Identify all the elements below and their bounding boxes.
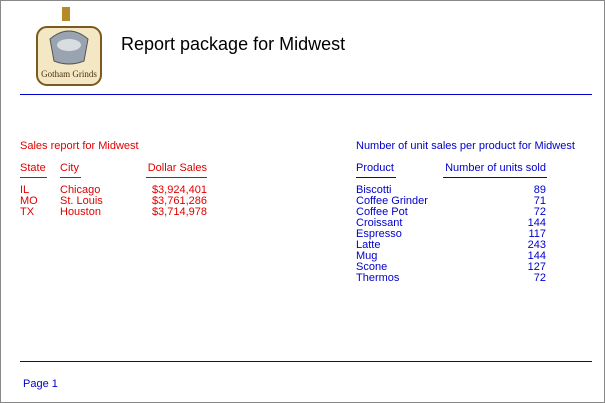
- logo-text: Gotham Grinds: [41, 69, 97, 79]
- header-underline: [146, 177, 207, 178]
- table-cell: Mug: [356, 250, 378, 262]
- table-cell: Espresso: [356, 228, 402, 240]
- table-cell: 144: [527, 250, 546, 262]
- table-cell: Biscotti: [356, 184, 392, 196]
- report-title: Report package for Midwest: [121, 34, 346, 54]
- section-title: Sales report for Midwest: [20, 140, 139, 152]
- header-underline: [60, 177, 81, 178]
- table-cell: Latte: [356, 239, 381, 251]
- table-cell: Croissant: [356, 217, 403, 229]
- page-number: Page 1: [23, 378, 58, 390]
- column-header: State: [20, 162, 46, 174]
- table-cell: TX: [20, 206, 35, 218]
- table-cell: $3,924,401: [151, 184, 207, 196]
- table-cell: 144: [527, 217, 546, 229]
- header-underline: [20, 177, 47, 178]
- table-cell: Coffee Pot: [356, 206, 408, 218]
- table-cell: 72: [533, 272, 546, 284]
- table-cell: 117: [528, 228, 546, 240]
- header-underline: [443, 177, 547, 178]
- divider: [20, 94, 592, 95]
- section-title: Number of unit sales per product for Mid…: [356, 140, 575, 152]
- table-cell: Houston: [60, 206, 101, 218]
- column-header: City: [60, 162, 79, 174]
- table-cell: IL: [20, 184, 30, 196]
- table-cell: 127: [527, 261, 546, 273]
- logo: Gotham Grinds: [36, 7, 102, 86]
- table-cell: MO: [20, 195, 38, 207]
- table-cell: 72: [533, 206, 546, 218]
- table-cell: 71: [533, 195, 546, 207]
- column-header: Dollar Sales: [147, 162, 207, 174]
- table-cell: 89: [533, 184, 546, 196]
- table-cell: Scone: [356, 261, 388, 273]
- column-header: Product: [356, 162, 394, 174]
- table-cell: 243: [527, 239, 546, 251]
- column-header: Number of units sold: [445, 162, 546, 174]
- table-cell: Thermos: [356, 272, 400, 284]
- table-cell: $3,761,286: [151, 195, 207, 207]
- table-cell: Chicago: [60, 184, 101, 196]
- table-cell: $3,714,978: [151, 206, 207, 218]
- table-cell: St. Louis: [60, 195, 103, 207]
- divider: [20, 361, 592, 362]
- header-underline: [356, 177, 396, 178]
- table-cell: Coffee Grinder: [356, 195, 428, 207]
